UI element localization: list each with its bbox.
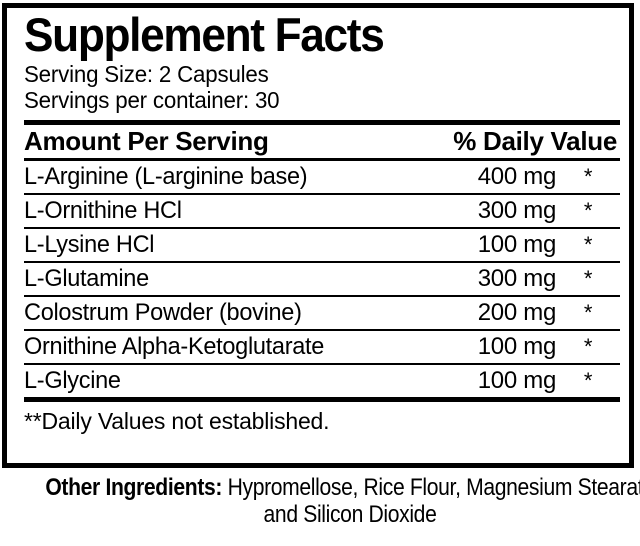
ingredient-name: Ornithine Alpha-Ketoglutarate <box>24 333 325 360</box>
daily-value-footnote: **Daily Values not established. <box>24 408 330 434</box>
table-header-row: Amount Per Serving % Daily Value <box>24 125 620 158</box>
table-row: L-Arginine (L-arginine base) 400 mg * <box>24 161 620 193</box>
table-row: L-Glycine 100 mg * <box>24 365 620 397</box>
other-ingredients-section: Other Ingredients: Hypromellose, Rice Fl… <box>0 474 640 528</box>
ingredient-amount: 100 mg <box>477 367 557 394</box>
rule-above-footnote <box>24 397 620 402</box>
ingredient-amount: 300 mg <box>477 265 557 292</box>
row-separator <box>24 329 620 331</box>
ingredient-daily-value: * <box>583 334 593 359</box>
table-row: L-Ornithine HCl 300 mg * <box>24 195 620 227</box>
ingredient-amount: 300 mg <box>477 197 557 224</box>
servings-per-container-text: Servings per container: 30 <box>24 87 280 113</box>
row-separator <box>24 227 620 229</box>
row-separator <box>24 363 620 365</box>
ingredient-name: L-Ornithine HCl <box>24 197 182 224</box>
ingredient-name: Colostrum Powder (bovine) <box>24 299 302 326</box>
panel-title: Supplement Facts <box>24 8 385 61</box>
ingredient-name: L-Glutamine <box>24 265 149 292</box>
column-header-daily-value: % Daily Value <box>453 126 617 156</box>
serving-information: Serving Size: 2 Capsules Servings per co… <box>24 61 620 113</box>
ingredient-amount: 100 mg <box>477 333 557 360</box>
ingredient-name: L-Arginine (L-arginine base) <box>24 163 308 190</box>
row-separator <box>24 193 620 195</box>
ingredient-daily-value: * <box>583 368 593 393</box>
column-header-amount-per-serving: Amount Per Serving <box>24 126 269 156</box>
ingredient-name: L-Lysine HCl <box>24 231 155 258</box>
row-separator <box>24 261 620 263</box>
ingredient-daily-value: * <box>583 198 593 223</box>
ingredient-daily-value: * <box>583 266 593 291</box>
row-separator <box>24 295 620 297</box>
table-row: Colostrum Powder (bovine) 200 mg * <box>24 297 620 329</box>
ingredient-daily-value: * <box>583 232 593 257</box>
ingredient-daily-value: * <box>583 164 593 189</box>
table-row: L-Glutamine 300 mg * <box>24 263 620 295</box>
ingredient-name: L-Glycine <box>24 367 121 394</box>
serving-size-text: Serving Size: 2 Capsules <box>24 61 269 87</box>
ingredient-amount: 400 mg <box>477 163 557 190</box>
supplement-facts-panel: Supplement Facts Serving Size: 2 Capsule… <box>2 3 634 468</box>
rule-above-table-header <box>24 120 620 125</box>
ingredient-amount: 100 mg <box>477 231 557 258</box>
table-row: L-Lysine HCl 100 mg * <box>24 229 620 261</box>
other-ingredients-list: Hypromellose, Rice Flour, Magnesium Stea… <box>222 474 640 528</box>
ingredient-daily-value: * <box>583 300 593 325</box>
other-ingredients-label: Other Ingredients: <box>45 474 223 501</box>
rule-below-table-header <box>24 158 620 161</box>
ingredient-amount: 200 mg <box>477 299 557 326</box>
table-row: Ornithine Alpha-Ketoglutarate 100 mg * <box>24 331 620 363</box>
